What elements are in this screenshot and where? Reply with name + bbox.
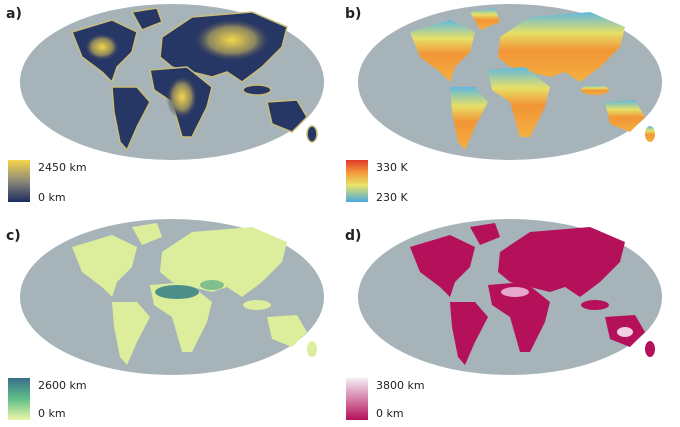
legend-bar	[8, 378, 30, 420]
legend-max: 3800 km	[376, 379, 425, 392]
panel-b: b) 330 K 230 K	[345, 4, 662, 204]
land	[410, 223, 655, 365]
legend-bar	[346, 160, 368, 202]
legend-bar	[8, 160, 30, 202]
legend-bar	[346, 378, 368, 420]
panel-label: d)	[345, 228, 361, 244]
land	[71, 7, 318, 151]
panel-d: d) 3800 km 0 km	[345, 219, 662, 420]
legend-max: 2600 km	[38, 379, 87, 392]
panel-c: c) 2600 km 0 km	[6, 219, 324, 420]
land	[72, 223, 317, 365]
legend-min: 230 K	[376, 191, 408, 204]
panel-label: a)	[6, 6, 22, 22]
panel-a: a) 2450 km 0 km	[6, 4, 324, 204]
panel-label: b)	[345, 6, 361, 22]
legend-min: 0 km	[376, 407, 404, 420]
legend-min: 0 km	[38, 407, 66, 420]
legend-max: 330 K	[376, 161, 408, 174]
panel-label: c)	[6, 228, 21, 244]
legend-min: 0 km	[38, 191, 66, 204]
legend-max: 2450 km	[38, 161, 87, 174]
